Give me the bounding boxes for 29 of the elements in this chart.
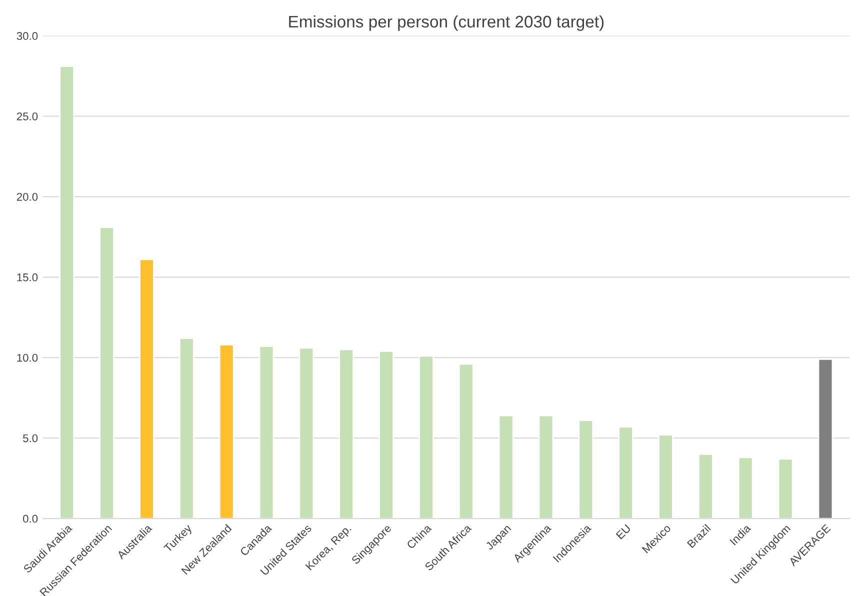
bar bbox=[658, 434, 674, 519]
bar bbox=[218, 344, 234, 519]
y-tick-label: 10.0 bbox=[17, 354, 38, 362]
bar bbox=[99, 226, 114, 519]
bar bbox=[418, 355, 434, 519]
bar bbox=[538, 414, 554, 519]
bar bbox=[618, 426, 634, 519]
bar bbox=[778, 458, 794, 519]
y-tick-label: 0.0 bbox=[23, 514, 38, 523]
bar bbox=[59, 66, 75, 519]
bar bbox=[498, 414, 514, 519]
bar bbox=[458, 363, 474, 519]
y-tick-label: 20.0 bbox=[16, 192, 38, 201]
y-tick-label: 25.0 bbox=[16, 112, 38, 120]
bar bbox=[818, 358, 834, 519]
bar bbox=[298, 347, 314, 519]
y-tick-label: 15.0 bbox=[17, 273, 38, 282]
bar bbox=[698, 453, 714, 519]
bar bbox=[378, 350, 394, 519]
y-tick-label: 5.0 bbox=[23, 434, 38, 442]
x-tick-label: EU bbox=[616, 524, 631, 540]
bar bbox=[338, 348, 354, 519]
bar bbox=[258, 346, 274, 519]
bar bbox=[578, 420, 594, 519]
y-tick-label: 30.0 bbox=[16, 32, 38, 40]
chart-title: Emissions per person (current 2030 target) bbox=[289, 15, 604, 31]
bar bbox=[178, 338, 194, 519]
bar bbox=[738, 456, 754, 519]
bar bbox=[139, 258, 154, 519]
